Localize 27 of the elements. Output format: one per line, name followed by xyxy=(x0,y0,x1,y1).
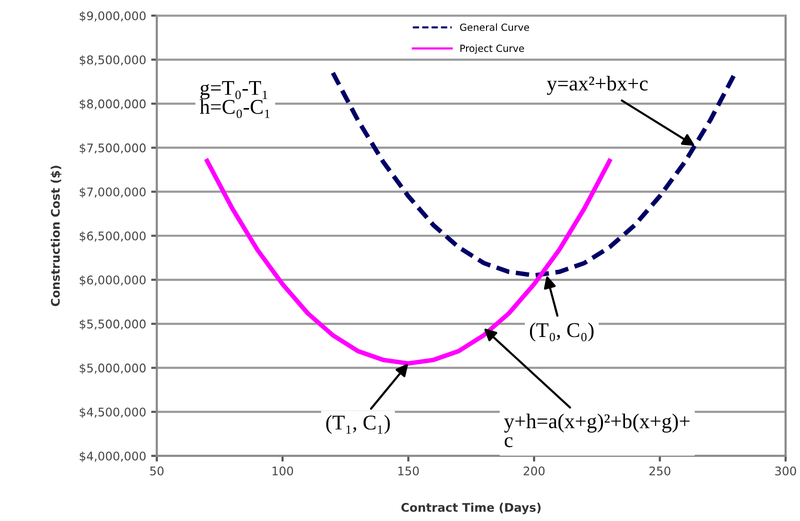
y-tick-label: $9,000,000 xyxy=(80,11,146,22)
y-axis-title: Construction Cost ($) xyxy=(50,166,62,306)
y-tick-label: $7,500,000 xyxy=(80,143,146,154)
x-axis-title: Contract Time (Days) xyxy=(401,502,541,514)
x-tick-label: 50 xyxy=(150,466,164,476)
legend-label: General Curve xyxy=(460,23,530,31)
legend-label: Project Curve xyxy=(460,44,524,54)
x-tick-label: 100 xyxy=(272,466,294,476)
annotation: y=ax²+bx+c xyxy=(546,76,648,95)
y-tick-label: $6,500,000 xyxy=(80,231,146,242)
line-series xyxy=(330,70,738,278)
x-tick-label: 200 xyxy=(524,466,545,476)
y-tick-label: $4,500,000 xyxy=(80,407,146,418)
annotation: y+h=a(x+g)²+b(x+g)+ c xyxy=(504,414,690,448)
annotation: g=T₀-T₁ h=C₀-C₁ xyxy=(200,81,270,118)
y-tick-label: $5,000,000 xyxy=(80,363,146,374)
annotation: (T₀, C₀) xyxy=(530,322,594,342)
y-tick-label: $8,000,000 xyxy=(80,99,146,110)
x-tick-label: 250 xyxy=(649,466,670,476)
y-tick-label: $5,500,000 xyxy=(80,319,146,330)
y-tick-label: $7,000,000 xyxy=(80,187,146,198)
y-tick-label: $6,000,000 xyxy=(80,275,146,286)
annotation: (T₁, C₁) xyxy=(326,414,390,434)
x-tick-label: 300 xyxy=(775,466,796,476)
y-tick-label: $4,000,000 xyxy=(80,451,146,462)
x-tick-label: 150 xyxy=(398,466,419,476)
y-tick-label: $8,500,000 xyxy=(80,55,146,66)
